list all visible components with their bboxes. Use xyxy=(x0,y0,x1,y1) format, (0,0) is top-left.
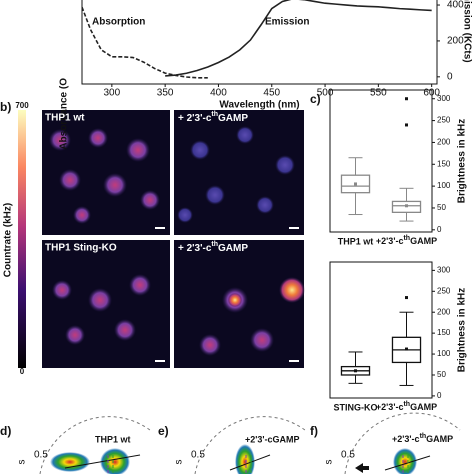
panel-letter: b) xyxy=(0,100,11,114)
text-part: GAMP xyxy=(218,243,248,254)
y-axis-title: Brightness in kHz xyxy=(457,119,468,203)
panel-letter: e) xyxy=(158,424,169,438)
text-part: + 2'3'-c xyxy=(178,113,212,124)
text-part: GAMP xyxy=(218,113,248,124)
image-label: + 2'3'-cthGAMP xyxy=(178,111,248,123)
colorbar-min: 0 xyxy=(20,367,25,376)
y-tick-label: 0 xyxy=(437,225,442,234)
image-label: THP1 wt xyxy=(45,113,85,124)
outlier xyxy=(405,123,408,127)
phasor-title: THP1 wt xyxy=(95,434,131,444)
y-tick-label: 50 xyxy=(437,203,446,212)
y-tick-label: 100 xyxy=(437,349,451,358)
mean xyxy=(354,182,357,186)
outlier xyxy=(405,296,408,300)
text-part: th xyxy=(420,433,427,440)
text-part: +2'3'-c xyxy=(376,402,404,412)
phasor-ylabel: s xyxy=(17,460,28,465)
text-part: GAMP xyxy=(426,434,453,444)
phasor-ytick: 0.5 xyxy=(191,450,205,461)
mean xyxy=(405,347,408,351)
y2-tick-label: 200 xyxy=(447,36,464,47)
outlier xyxy=(405,97,408,101)
series-line xyxy=(165,0,432,77)
axis-frame xyxy=(329,261,433,399)
y-tick-label: 150 xyxy=(437,328,451,337)
y2-tick-label: 0 xyxy=(447,71,453,82)
text-part: +2'3'-c xyxy=(376,236,404,246)
phasor-ytick: 0.5 xyxy=(34,450,48,461)
x-tick-label: 300 xyxy=(104,88,121,99)
phasor-ylabel: s xyxy=(324,460,335,465)
microscopy-images xyxy=(18,110,305,368)
x-tick-label: 550 xyxy=(370,88,387,99)
y-tick-label: 200 xyxy=(437,307,451,316)
panel-letter: d) xyxy=(0,424,11,438)
x-tick-label: 450 xyxy=(263,88,280,99)
x-axis-title: Wavelength (nm) xyxy=(219,100,299,111)
y2-axis-title: Emission (KCts) xyxy=(461,0,472,63)
y-tick-label: 100 xyxy=(437,181,451,190)
text-part: th xyxy=(211,241,218,248)
axis-frame xyxy=(81,0,438,85)
series-line xyxy=(82,4,208,79)
y-tick-label: 150 xyxy=(437,159,451,168)
y-tick-label: 250 xyxy=(437,116,451,125)
mean xyxy=(354,369,357,373)
x-tick-label: 500 xyxy=(317,88,334,99)
image-label: THP1 Sting-KO xyxy=(45,243,117,254)
annotation: Absorption xyxy=(92,17,145,28)
phasor-title: +2'3'-cthGAMP xyxy=(392,433,453,444)
phasor-ytick: 0.5 xyxy=(341,450,355,461)
y-axis-title: Absorbance (O xyxy=(59,78,70,150)
y-tick-label: 300 xyxy=(437,94,451,103)
phasor-title: +2'3'-cGAMP xyxy=(245,434,300,444)
y2-tick-label: 400 xyxy=(447,0,464,11)
text-part: +2'3'-c xyxy=(392,434,420,444)
annotation: Emission xyxy=(265,17,309,28)
panel-letter: f) xyxy=(310,424,318,438)
y-tick-label: 300 xyxy=(437,265,451,274)
phasor-plots xyxy=(39,412,461,474)
phasor-ylabel: s xyxy=(174,460,185,465)
axis-frame xyxy=(329,89,433,233)
colorbar-max: 700 xyxy=(15,101,29,110)
y-tick-label: 50 xyxy=(437,370,446,379)
text-part: GAMP xyxy=(410,236,437,246)
x-tick-label: +2'3'-cthGAMP xyxy=(376,401,437,412)
text-part: th xyxy=(403,401,410,408)
image-label: + 2'3'-cthGAMP xyxy=(178,241,248,253)
x-tick-label: STING-KO xyxy=(334,402,378,412)
text-part: th xyxy=(403,235,410,242)
text-part: GAMP xyxy=(410,402,437,412)
x-tick-label: 400 xyxy=(210,88,227,99)
y-tick-label: 200 xyxy=(437,138,451,147)
mean xyxy=(405,204,408,208)
x-tick-label: THP1 wt xyxy=(338,236,374,246)
y-axis-title: Brightness in kHz xyxy=(457,288,468,372)
phasor-clouds xyxy=(50,444,431,474)
colorbar-label: Countrate (kHz) xyxy=(3,203,14,277)
y-tick-label: 0 xyxy=(437,391,442,400)
text-part: + 2'3'-c xyxy=(178,243,212,254)
x-tick-label: +2'3'-cthGAMP xyxy=(376,235,437,246)
plot-area xyxy=(82,0,432,79)
x-tick-label: 350 xyxy=(157,88,174,99)
panel-letter: c) xyxy=(310,92,321,106)
y-tick-label: 250 xyxy=(437,286,451,295)
text-part: th xyxy=(211,111,218,118)
